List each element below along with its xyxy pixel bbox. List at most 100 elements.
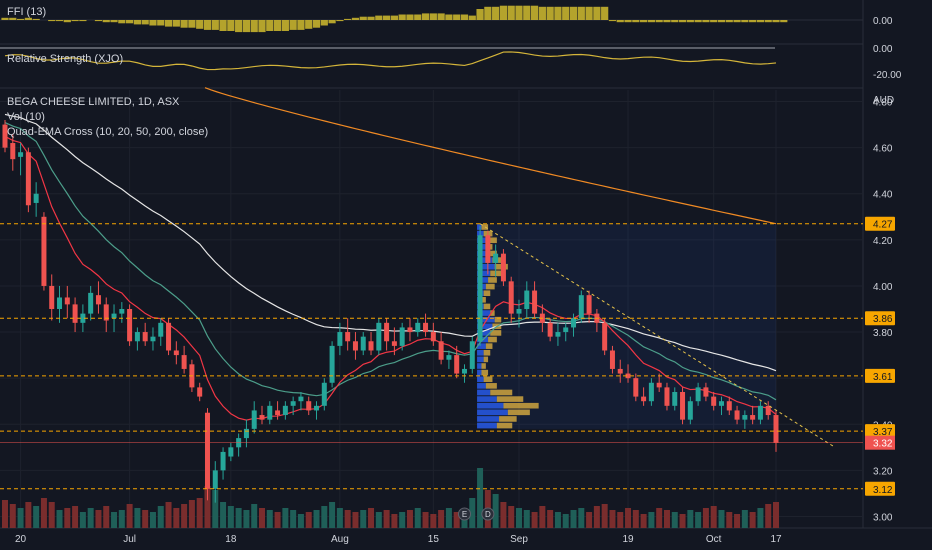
volume-bar — [368, 508, 375, 528]
candle-body — [430, 332, 436, 342]
candle-body — [314, 405, 320, 411]
time-tick-label: Jul — [123, 534, 136, 545]
candle-body — [88, 292, 94, 314]
rs-pane-label: Relative Strength (XJO) — [7, 53, 124, 65]
volume-bar — [391, 514, 398, 528]
volume-bar — [702, 508, 709, 528]
volume-bar — [516, 508, 522, 528]
candle-body — [485, 235, 491, 263]
price-tick-label: 3.80 — [873, 328, 893, 339]
candle-body — [500, 253, 506, 282]
candle-body — [641, 396, 647, 402]
volume-bar — [508, 506, 515, 528]
volume-bar — [220, 502, 227, 528]
ffi-bar — [601, 6, 609, 21]
volume-bar — [274, 512, 281, 528]
ffi-bar — [63, 20, 71, 23]
candle-body — [687, 401, 693, 420]
volume-bar — [430, 514, 437, 528]
volume-bar — [79, 512, 86, 528]
last-price-tag — [865, 435, 895, 450]
volume-profile-down — [483, 356, 489, 363]
price-tick-label: 4.80 — [873, 98, 893, 109]
volume-bar — [687, 510, 694, 528]
ffi-bar — [507, 5, 515, 20]
time-tick-label: 17 — [770, 534, 782, 545]
volume-bar — [282, 508, 289, 528]
candle-body — [368, 341, 374, 351]
volume-profile-down — [485, 237, 497, 244]
ffi-bar — [694, 20, 702, 23]
candle-body — [578, 295, 584, 319]
volume-bar — [212, 490, 219, 528]
volume-indicator-label[interactable]: Vol (10) — [7, 111, 45, 123]
ema-indicator-label[interactable]: Quad-EMA Cross (10, 20, 50, 200, close) — [7, 126, 209, 138]
candle-body — [609, 350, 615, 369]
candle-body — [516, 309, 522, 314]
event-marker-icon — [457, 507, 471, 521]
volume-bar — [103, 506, 110, 528]
candle-body — [2, 124, 8, 148]
volume-profile-area — [477, 223, 776, 429]
ffi-bar — [351, 17, 360, 20]
candle-body — [454, 355, 460, 374]
candle-body — [204, 412, 210, 489]
volume-bar — [726, 512, 733, 528]
ffi-bar — [367, 16, 375, 20]
candle-body — [337, 332, 343, 346]
candle-body — [718, 401, 724, 406]
candle-body — [555, 332, 561, 337]
candle-body — [742, 415, 748, 420]
volume-bar — [40, 498, 47, 528]
volume-bar — [648, 512, 655, 528]
volume-profile-down — [481, 297, 486, 303]
ffi-bar — [79, 20, 87, 22]
candle-body — [524, 290, 530, 309]
volume-profile-up — [477, 369, 482, 376]
candle-body — [158, 322, 164, 337]
ffi-bar — [678, 20, 687, 23]
volume-profile-down — [483, 349, 491, 356]
volume-bar — [671, 512, 678, 528]
ffi-bar — [141, 20, 149, 25]
price-level-tag-text: 4.27 — [873, 220, 893, 231]
ffi-bar — [476, 9, 484, 20]
volume-bar — [586, 512, 593, 528]
ffi-bar — [320, 20, 328, 26]
candle-body — [656, 382, 662, 388]
ffi-bar — [453, 14, 461, 20]
volume-bar — [578, 508, 585, 528]
volume-bar — [741, 510, 748, 528]
ffi-bar — [663, 20, 671, 23]
price-level-tag — [865, 424, 895, 439]
candle-body — [298, 396, 304, 402]
price-tick-label: 4.60 — [873, 144, 893, 155]
ffi-bar — [608, 20, 617, 22]
time-tick-label: Sep — [510, 534, 528, 545]
volume-bar — [360, 510, 367, 528]
volume-bar — [305, 512, 312, 528]
symbol-title[interactable]: BEGA CHEESE LIMITED, 1D, ASX — [7, 96, 180, 108]
volume-bar — [188, 500, 195, 528]
candle-body — [664, 387, 670, 406]
event-marker-icon — [481, 507, 495, 521]
ffi-bar — [9, 17, 17, 20]
ffi-bar — [48, 20, 56, 22]
ffi-bar — [437, 13, 445, 20]
time-tick-label: 20 — [15, 534, 27, 545]
volume-profile-down — [499, 416, 517, 422]
candle-body — [571, 318, 577, 328]
ffi-bar — [445, 14, 453, 20]
ffi-bar — [289, 20, 297, 30]
ffi-bar — [312, 20, 321, 28]
volume-bar — [157, 506, 164, 528]
volume-bar — [72, 506, 79, 528]
volume-bar — [773, 502, 779, 528]
ffi-bar — [710, 20, 718, 23]
candle-body — [477, 235, 483, 342]
volume-bar — [56, 510, 63, 528]
ffi-bar — [102, 20, 110, 23]
volume-bar — [95, 510, 102, 528]
volume-bar — [414, 508, 421, 528]
